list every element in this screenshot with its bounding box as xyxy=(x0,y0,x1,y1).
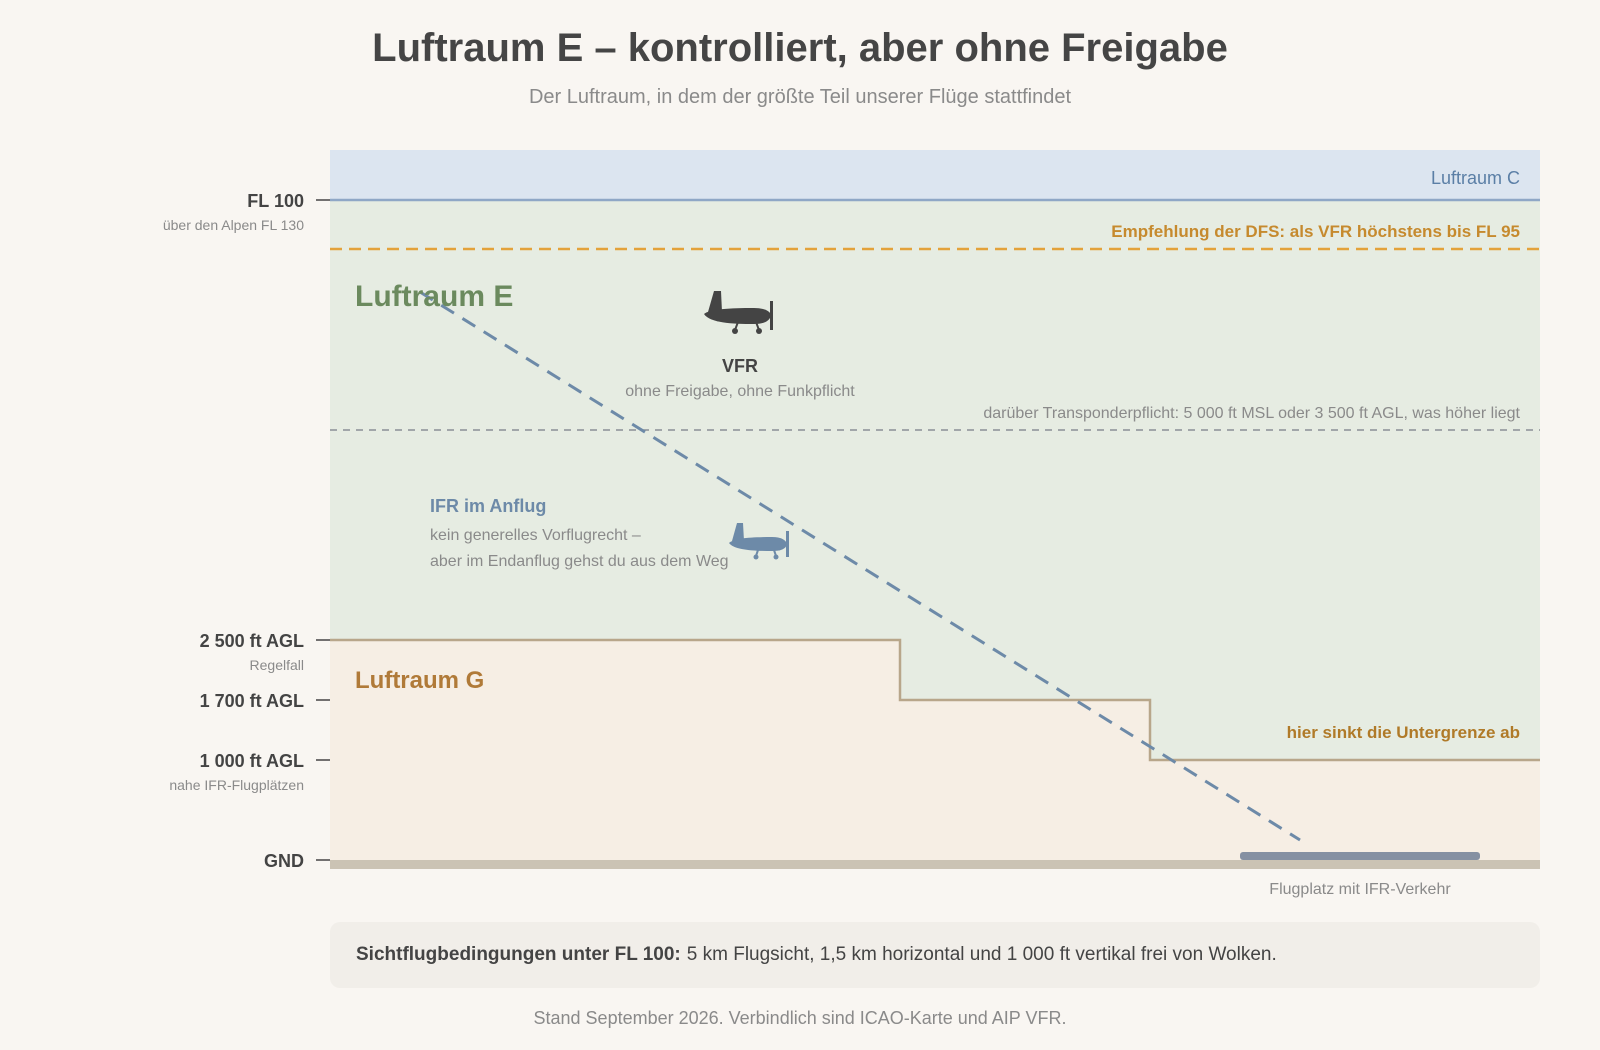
sink-label: hier sinkt die Untergrenze ab xyxy=(1287,723,1520,742)
page-subtitle: Der Luftraum, in dem der größte Teil uns… xyxy=(528,86,1072,108)
dfs-recommendation-label: Empfehlung der DFS: als VFR höchstens bi… xyxy=(1111,222,1520,241)
airspace-g-area xyxy=(330,640,1540,862)
ifr-line-1: kein generelles Vorflugrecht – xyxy=(430,527,641,544)
page-title: Luftraum E – kontrolliert, aber ohne Fre… xyxy=(372,26,1228,70)
airspace-g-boundary xyxy=(330,638,1540,762)
airfield-label: Flugplatz mit IFR-Verkehr xyxy=(1269,881,1451,898)
gnd-label: GND xyxy=(264,851,304,871)
footer-note: Stand September 2026. Verbindlich sind I… xyxy=(533,1008,1067,1028)
runway xyxy=(1240,852,1480,860)
airspace-g-label: Luftraum G xyxy=(355,667,484,694)
transponder-label: darüber Transponderpflicht: 5 000 ft MSL… xyxy=(983,405,1520,422)
ifr-line-2: aber im Endanflug gehst du aus dem Weg xyxy=(430,553,729,570)
vfr-subtitle: ohne Freigabe, ohne Funkpflicht xyxy=(625,383,855,400)
airspace-diagram: Luftraum C Luftraum E Luftraum G Empfehl… xyxy=(163,150,1540,898)
fl100-sublabel: über den Alpen FL 130 xyxy=(163,217,304,233)
vfr-conditions-note: Sichtflugbedingungen unter FL 100: 5 km … xyxy=(330,922,1540,988)
vfr-airplane-icon xyxy=(704,291,773,334)
note-heading: Sichtflugbedingungen unter FL 100: xyxy=(356,944,681,965)
note-text: 5 km Flugsicht, 1,5 km horizontal und 1 … xyxy=(686,944,1277,965)
agl1000-sublabel: nahe IFR-Flugplätzen xyxy=(169,777,304,793)
agl1000-label: 1 000 ft AGL xyxy=(200,751,304,771)
vfr-title: VFR xyxy=(722,356,758,376)
agl1700-label: 1 700 ft AGL xyxy=(200,691,304,711)
ifr-title: IFR im Anflug xyxy=(430,496,546,516)
ifr-airplane-icon xyxy=(729,523,789,560)
ground-strip xyxy=(330,860,1540,869)
agl2500-sublabel: Regelfall xyxy=(250,657,304,673)
ifr-approach-path xyxy=(419,290,1301,842)
fl100-label: FL 100 xyxy=(247,191,304,211)
airspace-c-area xyxy=(330,150,1540,200)
altitude-axis: FL 100 über den Alpen FL 130 2 500 ft AG… xyxy=(163,191,330,871)
airspace-e-label: Luftraum E xyxy=(355,280,513,313)
agl2500-label: 2 500 ft AGL xyxy=(200,631,304,651)
airspace-c-label: Luftraum C xyxy=(1431,168,1520,188)
